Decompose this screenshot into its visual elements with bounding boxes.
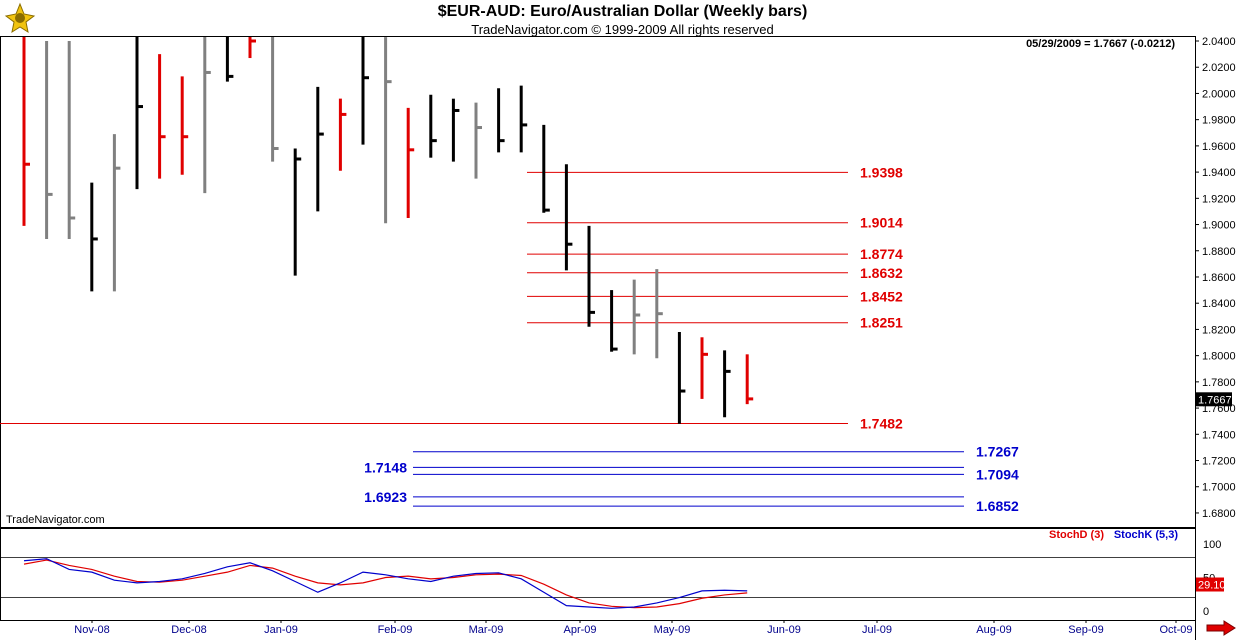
- price-tick-label: 1.8800: [1202, 246, 1236, 258]
- month-label: Jan-09: [264, 624, 298, 636]
- stochD-line: [23, 559, 748, 609]
- stochastic-panel-frame: [0, 528, 1196, 621]
- ohlc-bar: [700, 337, 708, 399]
- ohlc-bar: [180, 76, 189, 175]
- price-tick-label: 1.7400: [1202, 429, 1236, 441]
- ohlc-bar: [158, 54, 166, 179]
- month-label: May-09: [654, 624, 691, 636]
- legend-stochD: StochD (3): [1049, 529, 1104, 541]
- ohlc-bar: [225, 37, 234, 82]
- month-label: Jul-09: [862, 624, 892, 636]
- price-tick-label: 1.9800: [1202, 115, 1236, 127]
- ohlc-bar: [22, 37, 30, 226]
- fib-level-label: 1.8632: [860, 265, 903, 281]
- stoch-last-value-box: [1196, 577, 1224, 592]
- price-tick-label: 1.9600: [1202, 141, 1236, 153]
- price-tick-label: 2.0400: [1202, 36, 1236, 48]
- ohlc-bar: [67, 41, 76, 239]
- stochK-line: [23, 558, 748, 609]
- ohlc-bar: [384, 37, 392, 224]
- price-tick-label: 1.7200: [1202, 456, 1236, 468]
- fib-level-label: 1.8452: [860, 288, 903, 304]
- ohlc-bar: [90, 182, 98, 292]
- month-label: Nov-08: [74, 624, 109, 636]
- price-tick-label: 1.7000: [1202, 482, 1236, 494]
- ohlc-bar: [587, 225, 595, 327]
- price-tick-label: 1.7800: [1202, 377, 1236, 389]
- ohlc-bar: [316, 86, 324, 212]
- last-quote-readout: 05/29/2009 = 1.7667 (-0.0212): [1026, 38, 1175, 50]
- ohlc-bar: [564, 164, 573, 271]
- ohlc-bar: [429, 94, 437, 158]
- fib-level-label: 1.8251: [860, 315, 903, 331]
- ohlc-bar: [497, 88, 505, 153]
- price-tick-label: 1.9000: [1202, 220, 1236, 232]
- month-label: Oct-09: [1159, 624, 1192, 636]
- ohlc-bar: [632, 279, 641, 355]
- ohlc-bar: [271, 37, 279, 162]
- fib-level-label: 1.9014: [860, 215, 903, 231]
- projection-level-label: 1.7148: [364, 459, 407, 475]
- month-label: Sep-09: [1068, 624, 1103, 636]
- ohlc-bar: [745, 354, 754, 405]
- price-tick-label: 1.8000: [1202, 351, 1236, 363]
- fib-level-label: 1.8774: [860, 246, 903, 262]
- ohlc-bar: [293, 148, 302, 276]
- month-label: Mar-09: [469, 624, 504, 636]
- ohlc-bar: [723, 350, 731, 418]
- ohlc-bar: [474, 102, 482, 179]
- stoch-tick-label: 0: [1203, 606, 1209, 618]
- price-tick-label: 1.9400: [1202, 167, 1236, 179]
- price-tick-label: 1.6800: [1202, 508, 1236, 520]
- chart-header: $EUR-AUD: Euro/Australian Dollar (Weekly…: [0, 0, 1245, 37]
- ohlc-bar: [655, 269, 663, 359]
- ohlc-bar: [112, 134, 121, 292]
- stoch-tick-label: 100: [1203, 539, 1221, 551]
- ohlc-bar: [519, 85, 528, 153]
- last-price-box: [1196, 392, 1232, 407]
- ohlc-bar: [406, 107, 415, 218]
- price-tick-label: 2.0200: [1202, 62, 1236, 74]
- price-tick-label: 1.8200: [1202, 324, 1236, 336]
- projection-level-label: 1.7094: [976, 466, 1019, 482]
- month-label: Apr-09: [563, 624, 596, 636]
- ohlc-bar: [361, 37, 369, 145]
- month-label: Dec-08: [171, 624, 206, 636]
- ohlc-bar: [45, 41, 53, 239]
- trade-navigator-logo-icon: [4, 2, 36, 34]
- ohlc-bar: [338, 98, 347, 171]
- projection-level-label: 1.7267: [976, 444, 1019, 460]
- legend-stochK: StochK (5,3): [1114, 529, 1179, 541]
- price-tick-label: 2.0000: [1202, 88, 1236, 100]
- price-tick-label: 1.8600: [1202, 272, 1236, 284]
- chart-subtitle: TradeNavigator.com © 1999-2009 All right…: [471, 22, 774, 37]
- scroll-right-arrow-icon[interactable]: [1206, 620, 1236, 636]
- ohlc-bar: [451, 98, 460, 162]
- ohlc-bar: [248, 37, 256, 59]
- last-price-label: 1.7667: [1198, 394, 1232, 406]
- ohlc-bar: [135, 37, 143, 190]
- watermark-text: TradeNavigator.com: [6, 514, 105, 526]
- chart-title: $EUR-AUD: Euro/Australian Dollar (Weekly…: [437, 3, 808, 20]
- projection-level-label: 1.6852: [976, 498, 1019, 514]
- ohlc-bar: [677, 332, 686, 424]
- ohlc-bars: [22, 37, 754, 424]
- stoch-last-value-label: 29.10: [1198, 580, 1226, 592]
- ohlc-bar: [542, 124, 550, 213]
- projection-level-label: 1.6923: [364, 489, 407, 505]
- ohlc-bar: [203, 37, 211, 194]
- fib-level-label: 1.7482: [860, 416, 903, 432]
- fib-level-label: 1.9398: [860, 164, 903, 180]
- month-label: Aug-09: [976, 624, 1011, 636]
- ohlc-bar: [610, 290, 618, 352]
- price-tick-label: 1.8400: [1202, 298, 1236, 310]
- price-tick-label: 1.9200: [1202, 193, 1236, 205]
- month-label: Feb-09: [378, 624, 413, 636]
- month-label: Jun-09: [767, 624, 801, 636]
